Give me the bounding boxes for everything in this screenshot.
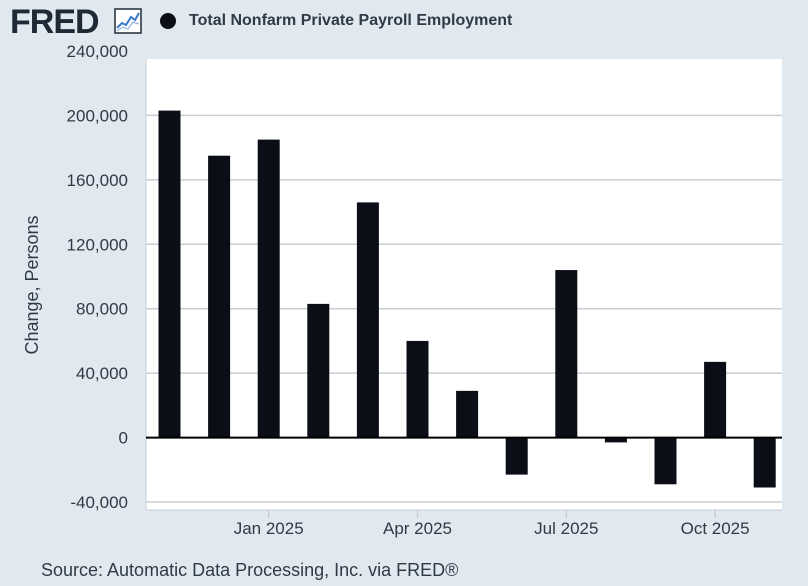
y-tick-label: 80,000 [76, 300, 128, 319]
bar-2024-11[interactable] [158, 110, 181, 438]
fred-line-chart-icon [114, 8, 142, 34]
axes: -40,000 0 40,000 80,000 120,000 160,000 200,00… [67, 42, 782, 538]
bar-2025-06[interactable] [505, 437, 528, 475]
bar-2025-05[interactable] [456, 390, 479, 438]
y-tick-label: 0 [119, 429, 128, 448]
bar-2024-12[interactable] [208, 155, 231, 438]
bar-2025-03[interactable] [356, 202, 379, 438]
plot-area [146, 59, 782, 510]
gridlines [146, 114, 782, 503]
y-tick-label: 120,000 [67, 235, 128, 254]
bars [158, 110, 776, 488]
x-tick-label: Apr 2025 [383, 519, 452, 538]
y-tick-label: 200,000 [67, 106, 128, 125]
fred-logo[interactable]: FRED [10, 3, 100, 41]
bar-2025-02[interactable] [307, 303, 330, 438]
source-note: Source: Automatic Data Processing, Inc. … [41, 560, 459, 580]
y-tick-label: 160,000 [67, 171, 128, 190]
x-tick-label: Oct 2025 [681, 519, 750, 538]
y-tick-label: -40,000 [70, 493, 128, 512]
bar-2025-04[interactable] [406, 340, 429, 438]
bar-2025-10[interactable] [704, 361, 727, 438]
bar-2025-11[interactable] [753, 437, 776, 488]
x-tick-label: Jul 2025 [534, 519, 598, 538]
x-tick-label: Jan 2025 [234, 519, 304, 538]
bar-2025-09[interactable] [654, 437, 677, 485]
legend-marker [160, 13, 176, 29]
y-axis-label: Change, Persons [22, 215, 42, 354]
legend-label: Total Nonfarm Private Payroll Employment [189, 12, 513, 29]
bar-2025-01[interactable] [257, 139, 280, 438]
bar-2025-08[interactable] [604, 437, 627, 443]
y-tick-label: 40,000 [76, 364, 128, 383]
y-tick-label: 240,000 [67, 42, 128, 61]
bar-2025-07[interactable] [555, 270, 578, 438]
chart-header: FRED Total Nonfarm Private Payroll Emplo… [0, 0, 808, 44]
